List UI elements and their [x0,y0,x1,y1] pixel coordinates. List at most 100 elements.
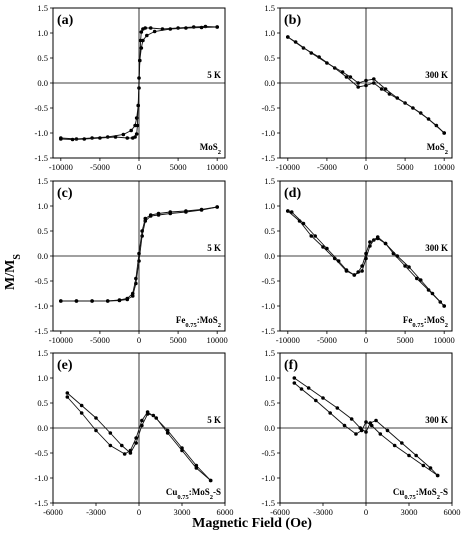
sample-label-part: MoS [427,142,445,152]
data-point [168,210,173,214]
data-point [314,398,318,403]
data-point [79,411,84,415]
data-point [122,452,127,456]
data-point [430,291,435,296]
y-tick-label: -0.5 [262,276,275,286]
data-point [375,236,380,241]
panel-label: (e) [57,358,73,373]
data-point [137,58,142,63]
sample-label-subscript: 2 [437,494,440,501]
x-tick-label: -3000 [86,507,106,517]
data-point [364,78,368,83]
data-point [356,85,360,89]
data-point [378,432,383,436]
x-tick-label: 5000 [397,335,414,345]
data-point [125,296,130,301]
data-point [137,76,141,80]
x-tick-label: 0 [364,335,368,345]
temperature-label: 5 K [207,70,221,80]
data-point [129,128,133,133]
sample-label-part: :MoS [189,487,210,497]
data-point [145,33,149,38]
y-tick-label: -1.0 [262,128,275,138]
series-line-2 [294,382,438,476]
data-point [372,77,376,81]
x-axis-label: Magnetic Field (Oe) [192,516,312,531]
y-tick-label: 1.5 [264,3,275,13]
y-tick-label: -1.5 [262,498,275,508]
x-tick-label: -5000 [317,162,337,172]
y-tick-label: -1.5 [35,326,48,336]
sample-label-subscript: 0.75 [177,494,189,501]
data-point [94,416,98,420]
data-point [180,448,184,453]
data-point [364,251,368,256]
x-tick-label: 5000 [170,335,187,345]
sample-label-subscript: 0.75 [185,322,197,329]
data-point [121,132,126,137]
sample-label-subscript: 2 [445,322,448,329]
x-tick-label: -5000 [90,335,110,345]
y-tick-label: 0.0 [37,423,48,433]
x-tick-label: 5000 [170,162,187,172]
data-point [105,299,110,303]
sample-label-subscript: 2 [218,149,221,156]
sample-label-part: :MoS [197,315,218,325]
data-point [139,46,144,50]
y-tick-label: 1.0 [264,201,275,211]
sample-label: Fe0.75:MoS2 [403,315,448,329]
data-point [286,35,290,39]
data-point [369,423,374,428]
data-point [400,441,404,445]
x-tick-label: 10000 [434,162,455,172]
y-tick-label: -1.0 [35,473,48,483]
data-point [301,221,306,226]
data-point [74,299,79,303]
y-tick-label: 1.0 [264,373,275,383]
temperature-label: 300 K [425,415,448,425]
y-tick-label: 0.0 [264,251,275,261]
data-point [139,30,144,34]
data-point [426,117,431,121]
y-tick-label: 0.0 [37,251,48,261]
y-tick-label: -1.5 [35,153,48,163]
x-tick-label: -10000 [276,162,300,172]
data-point [130,291,135,296]
data-point [134,441,138,445]
data-point [321,245,325,249]
data-point [113,135,118,139]
data-point [309,234,314,238]
series-line-1 [67,392,212,481]
y-tick-label: 1.5 [37,348,48,358]
data-point [199,25,204,30]
data-point [395,254,400,258]
data-point [359,428,364,433]
data-point [368,240,372,244]
y-axis-label-main: M/M [3,260,18,290]
sample-label: Fe0.75:MoS2 [176,315,221,329]
sample-label-subscript: 2 [210,494,213,501]
x-tick-label: -10000 [49,162,73,172]
x-tick-label: 10000 [434,335,455,345]
data-point [325,61,329,65]
data-point [134,132,139,136]
data-point [120,443,124,448]
data-point [148,213,153,217]
chart-panel-3: -10000 -5000 0 5000 10000 -1.5 -1.0 -0.5 0.0 0.5 1… [35,176,228,345]
data-point [383,87,388,91]
y-tick-label: -1.5 [262,153,275,163]
temperature-label: 5 K [207,415,221,425]
data-point [442,304,446,308]
y-tick-label: -0.5 [35,276,48,286]
y-tick-label: -1.0 [262,473,275,483]
data-point [336,259,341,263]
y-tick-label: 1.5 [37,176,48,186]
x-tick-label: -5000 [317,335,337,345]
x-tick-label: 10000 [207,335,228,345]
data-point [407,265,411,269]
data-point [414,453,418,458]
y-tick-label: -0.5 [35,103,48,113]
data-point [364,420,368,424]
x-tick-label: 5000 [397,162,414,172]
data-point [435,473,440,478]
